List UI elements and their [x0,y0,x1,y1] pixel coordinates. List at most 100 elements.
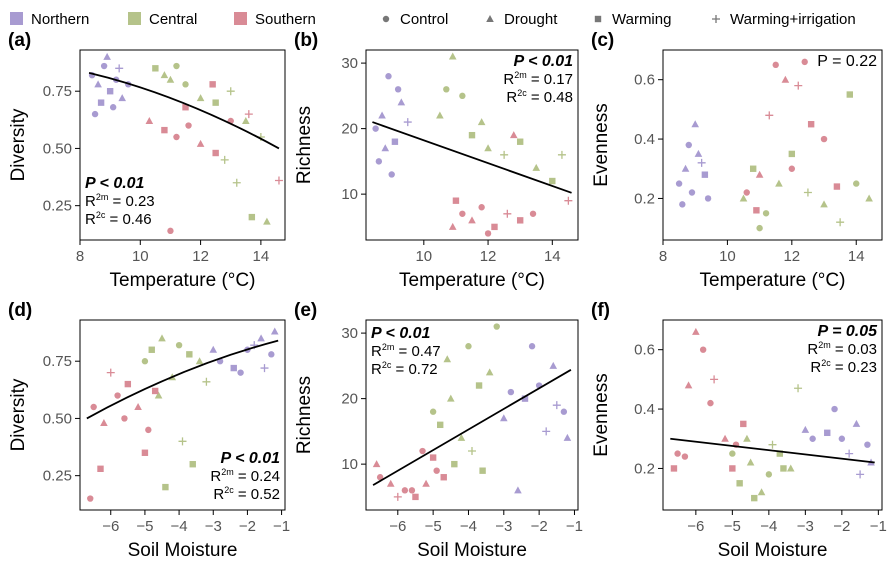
data-point [468,131,476,139]
legend-label-southern: Southern [255,11,316,28]
data-point [447,394,455,402]
data-point [516,217,524,224]
data-point [242,116,250,124]
data-point [209,345,218,353]
y-tick-label: 30 [341,325,358,342]
data-point [563,433,572,441]
legend-label-northern: Northern [31,11,89,28]
data-point [226,87,235,96]
data-point [448,52,457,60]
x-tick-label: −1 [566,518,583,535]
legend-swatch-southern [234,12,247,25]
y-tick-label: 10 [341,186,358,203]
data-point [707,399,714,407]
data-point [468,447,476,456]
legend-label-warming-irrigation: Warming+irrigation [730,11,856,28]
data-point [196,139,205,147]
data-point [115,64,124,73]
data-point [178,437,187,446]
data-point [753,207,760,214]
data-point [148,346,155,353]
legend-label-central: Central [149,11,197,28]
data-point [803,188,812,197]
data-point [457,433,466,441]
legend: Northern Central Southern Control Drought War… [10,11,856,28]
data-point [459,92,466,100]
data-point [736,480,743,487]
data-point [124,380,132,388]
legend-swatch-central [128,12,141,25]
data-point [100,419,108,427]
data-point [162,483,169,491]
data-point [408,487,416,494]
data-point [746,458,755,466]
r-squared-c: R2c = 0.23 [810,358,877,376]
x-tick-label: −2 [239,518,256,535]
data-point [755,170,764,178]
data-point [710,375,719,384]
y-axis-label: Evenness [591,103,612,186]
data-point [768,440,777,449]
data-point [185,122,192,129]
data-point [196,94,205,102]
data-point [186,351,193,358]
panel-label: (d) [8,300,32,321]
data-point [756,224,763,232]
data-point [684,381,693,389]
data-point [268,351,275,358]
y-axis-label: Richness [294,106,315,184]
panel-3: (c) 8 10 12 14 0.2 0.4 0.6 Temperature (°C) Evenn… [591,30,883,291]
data-point [378,111,386,119]
triangle-icon [486,15,494,22]
data-point [503,209,512,218]
data-point [794,81,803,90]
data-point [167,227,174,235]
data-point [809,435,816,442]
y-tick-label: 0.4 [634,401,655,418]
plot-frame [662,49,883,241]
r-squared-c: R2c = 0.46 [85,210,152,228]
data-point [751,494,758,502]
x-tick-label: 10 [719,248,736,265]
data-point [209,81,216,88]
legend-label-control: Control [400,11,448,28]
data-point [788,150,796,158]
data-point [740,420,747,428]
plot-frame [79,319,286,511]
data-point [141,358,149,365]
regression-line [88,72,280,150]
data-point [412,493,419,501]
data-point [865,194,873,202]
data-point [440,474,447,481]
legend-swatch-northern [10,12,23,25]
data-point [765,111,774,120]
data-point [160,71,169,79]
data-point [697,158,706,167]
data-point [166,75,175,83]
data-point [212,99,219,106]
panel-2: (b) 10 12 14 10 20 30 Temperature (°C) Richness P… [294,30,579,291]
data-point [436,111,444,119]
panel-1: (a) 8 10 12 14 0.25 0.50 0.75 Temperature (°C) Di… [8,30,286,291]
r-squared-m: R2m = 0.23 [85,192,155,210]
data-point [670,465,678,472]
x-tick-label: −4 [460,518,477,535]
data-point [385,73,392,80]
data-point [154,391,163,399]
x-tick-label: 14 [848,248,865,265]
x-axis-label: Soil Moisture [718,540,828,561]
data-point [484,230,492,237]
data-point [448,222,457,230]
plot-frame [365,49,579,241]
data-point [549,177,556,185]
x-tick-label: −6 [687,518,704,535]
data-point [419,447,426,455]
data-point [549,361,558,369]
data-point [479,467,486,474]
x-tick-label: −2 [531,518,548,535]
y-tick-label: 30 [341,55,358,72]
x-tick-label: 12 [783,248,800,265]
data-point [765,471,773,478]
data-point [429,408,437,415]
data-point [260,364,269,373]
